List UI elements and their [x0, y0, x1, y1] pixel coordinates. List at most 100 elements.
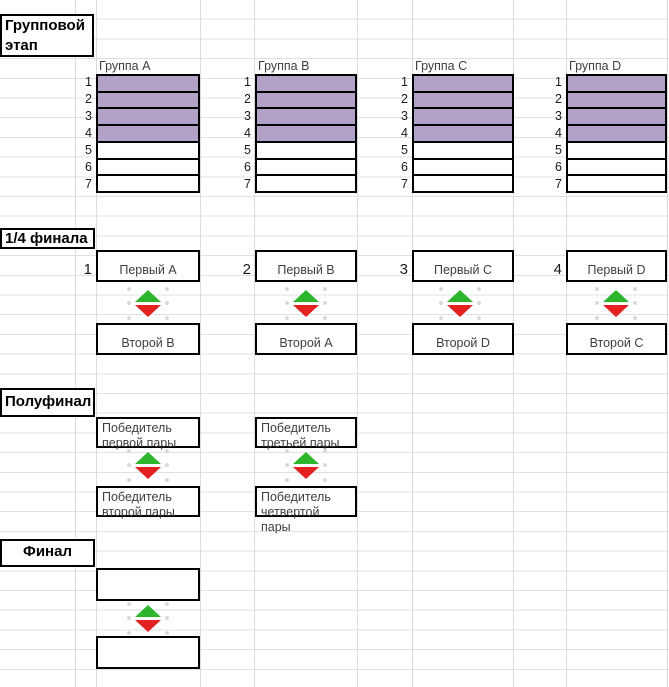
selection-handle [595, 287, 599, 291]
qf-pair-2-updown-arrows-icon[interactable] [285, 287, 327, 320]
sf-pair-1-updown-arrows-icon[interactable] [127, 449, 169, 482]
sf-pair-2-bottom-slot[interactable]: Победитель четвертой пары [255, 486, 357, 534]
qf-pair-3-bottom-slot[interactable]: Второй D [412, 323, 514, 355]
selection-handle [165, 616, 169, 620]
group-d-cell-6[interactable] [568, 159, 665, 177]
selection-handle [633, 316, 637, 320]
row-number: 2 [555, 92, 562, 106]
sf-pair-1-top-slot[interactable]: Победитель первой пары [96, 417, 200, 450]
green-up-arrow-icon [293, 452, 319, 464]
quarterfinals-title-label: 1/4 финала [5, 229, 88, 247]
group-a-cell-3[interactable] [98, 109, 198, 127]
qf-pair-1-updown-arrows-icon[interactable] [127, 287, 169, 320]
group-a-cell-2[interactable] [98, 92, 198, 110]
group-b-table [255, 74, 357, 193]
semifinals-title-label: Полуфинал [5, 393, 92, 410]
selection-handle [285, 287, 289, 291]
group-c-cell-3[interactable] [414, 109, 512, 127]
row-number: 1 [401, 75, 408, 89]
green-up-arrow-icon [447, 290, 473, 302]
group-a-cell-1[interactable] [98, 76, 198, 93]
row-number: 3 [85, 109, 92, 123]
selection-handle [439, 301, 443, 305]
final-bottom-slot[interactable] [96, 636, 200, 669]
qf-pair-2-bottom-slot[interactable]: Второй A [255, 323, 357, 355]
group-d-cell-5[interactable] [568, 142, 665, 160]
group-d-table [566, 74, 667, 193]
group-c-cell-4[interactable] [414, 126, 512, 143]
selection-handle [477, 287, 481, 291]
group-b-cell-2[interactable] [257, 92, 355, 110]
row-number: 2 [401, 92, 408, 106]
quarterfinals-title: 1/4 финала [0, 228, 95, 249]
selection-handle [633, 287, 637, 291]
group-b-cell-7[interactable] [257, 176, 355, 192]
qf-pair-4-bottom-slot[interactable]: Второй C [566, 323, 667, 355]
selection-handle [165, 478, 169, 482]
group-d-cell-3[interactable] [568, 109, 665, 127]
row-number: 1 [244, 75, 251, 89]
sf-pair-2-updown-arrows-icon[interactable] [285, 449, 327, 482]
qf-pair-3-top-slot[interactable]: Первый C [412, 250, 514, 282]
selection-handle [127, 301, 131, 305]
group-c-row-numbers: 1 2 3 4 5 6 7 [350, 74, 408, 193]
group-d-row-numbers: 1 2 3 4 5 6 7 [504, 74, 562, 193]
row-number: 4 [244, 126, 251, 140]
pair-2-number: 2 [242, 261, 251, 278]
final-title: Финал [0, 539, 95, 567]
final-updown-arrows-icon[interactable] [127, 602, 169, 635]
selection-handle [127, 287, 131, 291]
qf-pair-1-bottom-slot[interactable]: Второй B [96, 323, 200, 355]
group-a-label: Группа A [99, 59, 151, 73]
selection-handle [127, 616, 131, 620]
selection-handle [595, 316, 599, 320]
qf-pair-3-updown-arrows-icon[interactable] [439, 287, 481, 320]
group-d-cell-1[interactable] [568, 76, 665, 93]
group-c-cell-1[interactable] [414, 76, 512, 93]
group-d-cell-2[interactable] [568, 92, 665, 110]
qf-pair-2-top-slot[interactable]: Первый B [255, 250, 357, 282]
final-title-label: Финал [23, 543, 72, 560]
group-c-cell-7[interactable] [414, 176, 512, 192]
group-b-row-numbers: 1 2 3 4 5 6 7 [193, 74, 251, 193]
qf-pair-4-top-slot[interactable]: Первый D [566, 250, 667, 282]
sf-pair-2-top-slot[interactable]: Победитель третьей пары [255, 417, 357, 450]
group-a-cell-4[interactable] [98, 126, 198, 143]
group-b-label: Группа B [258, 59, 310, 73]
selection-handle [165, 301, 169, 305]
red-down-arrow-icon [447, 305, 473, 317]
group-a-table [96, 74, 200, 193]
green-up-arrow-icon [135, 452, 161, 464]
group-c-cell-2[interactable] [414, 92, 512, 110]
group-b-cell-6[interactable] [257, 159, 355, 177]
selection-handle [323, 478, 327, 482]
group-d-cell-7[interactable] [568, 176, 665, 192]
group-a-cell-6[interactable] [98, 159, 198, 177]
row-number: 1 [555, 75, 562, 89]
sf-pair-1-bottom-slot[interactable]: Победитель второй пары [96, 486, 200, 519]
group-a-cell-7[interactable] [98, 176, 198, 192]
red-down-arrow-icon [135, 620, 161, 632]
group-b-cell-4[interactable] [257, 126, 355, 143]
row-number: 1 [85, 75, 92, 89]
group-b-cell-5[interactable] [257, 142, 355, 160]
group-d-cell-4[interactable] [568, 126, 665, 143]
group-c-cell-6[interactable] [414, 159, 512, 177]
group-b-cell-3[interactable] [257, 109, 355, 127]
row-number: 7 [85, 177, 92, 191]
pair-1-number: 1 [83, 261, 92, 278]
final-top-slot[interactable] [96, 568, 200, 601]
group-b-cell-1[interactable] [257, 76, 355, 93]
row-number: 4 [555, 126, 562, 140]
selection-handle [165, 463, 169, 467]
selection-handle [127, 316, 131, 320]
pair-3-number: 3 [399, 261, 408, 278]
qf-pair-1-top-slot[interactable]: Первый A [96, 250, 200, 282]
group-c-cell-5[interactable] [414, 142, 512, 160]
selection-handle [127, 631, 131, 635]
selection-handle [165, 602, 169, 606]
qf-pair-4-updown-arrows-icon[interactable] [595, 287, 637, 320]
group-a-cell-5[interactable] [98, 142, 198, 160]
row-number: 3 [555, 109, 562, 123]
